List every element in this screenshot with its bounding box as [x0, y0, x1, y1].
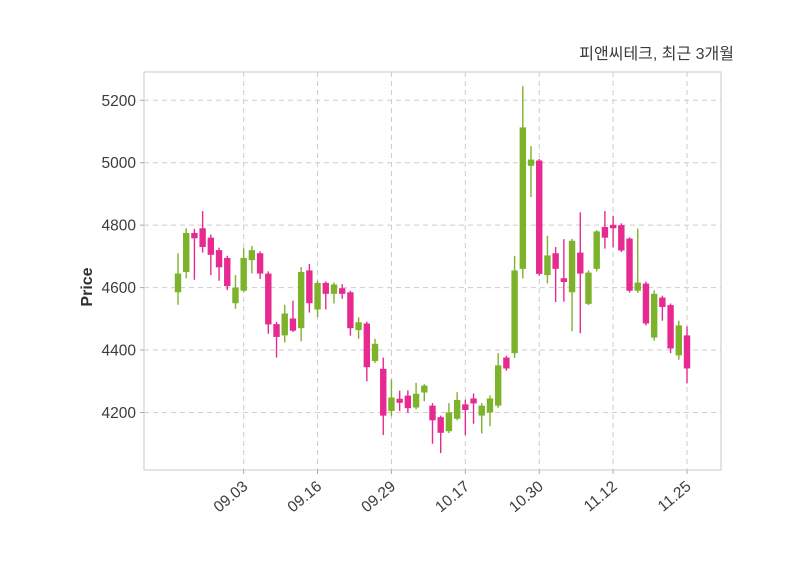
candle-body-up — [330, 284, 338, 294]
x-tick-label: 10.17 — [432, 478, 473, 516]
candle-body-down — [626, 238, 633, 291]
candle-body-down — [609, 224, 617, 229]
candle-body-up — [568, 240, 576, 293]
candle-body-down — [618, 225, 625, 251]
y-tick-label: 4200 — [102, 405, 137, 422]
candle-body-up — [445, 412, 453, 432]
candle-body-down — [338, 288, 346, 294]
candle-body-up — [593, 231, 600, 269]
x-tick-label: 11.12 — [581, 478, 621, 515]
candle-body-down — [207, 237, 215, 255]
candle-body-up — [297, 271, 305, 329]
candle-body-up — [453, 400, 461, 419]
candle-body-down — [215, 250, 223, 268]
y-tick-label: 4600 — [102, 280, 137, 297]
candle-body-up — [371, 343, 379, 361]
candle-body-down — [289, 318, 297, 331]
y-tick-label: 5000 — [102, 155, 137, 172]
candle-body-up — [174, 273, 182, 293]
candle-body-up — [183, 232, 190, 272]
candle-body-up — [511, 270, 518, 354]
candle-body-down — [536, 160, 543, 274]
candle-body-down — [347, 292, 354, 329]
x-tick-label: 10.30 — [506, 478, 547, 516]
candle-body-up — [486, 398, 494, 413]
x-tick-label: 11.25 — [655, 478, 695, 515]
candle-body-down — [462, 404, 469, 411]
candle-body-down — [577, 252, 584, 274]
candle-body-up — [232, 287, 239, 304]
candle-body-down — [470, 398, 477, 404]
y-tick-label: 4400 — [102, 343, 137, 360]
candle-body-down — [256, 253, 264, 274]
y-tick-label: 5200 — [102, 93, 137, 110]
candle-body-down — [437, 417, 444, 433]
x-tick-label: 09.29 — [358, 478, 399, 516]
candle-body-up — [314, 282, 321, 310]
y-tick-label: 4800 — [102, 218, 137, 235]
candle-body-down — [363, 323, 371, 368]
x-tick-label: 09.03 — [211, 478, 252, 516]
candle-body-up — [494, 365, 502, 406]
candle-body-down — [667, 305, 674, 349]
candle-body-up — [634, 282, 641, 291]
candle-body-up — [519, 127, 527, 269]
candle-body-up — [240, 257, 247, 291]
candle-body-up — [527, 159, 535, 166]
candle-body-down — [322, 282, 329, 294]
candle-body-down — [552, 253, 559, 269]
chart-title: 피앤씨테크, 최근 3개월 — [579, 46, 734, 63]
candle-body-down — [396, 398, 403, 403]
candle-body-down — [659, 297, 666, 307]
candle-body-up — [355, 322, 362, 331]
candle-body-up — [388, 397, 395, 411]
candle-body-up — [281, 313, 288, 336]
candle-body-up — [544, 255, 551, 276]
candle-body-down — [642, 283, 650, 324]
candle-body-down — [273, 324, 280, 337]
candle-body-down — [683, 335, 691, 369]
candle-body-up — [585, 272, 592, 304]
candle-body-up — [421, 385, 428, 393]
y-axis-label: Price — [79, 267, 96, 307]
candle-body-down — [380, 368, 387, 416]
candle-body-down — [224, 257, 231, 287]
candle-body-down — [560, 278, 568, 282]
candle-body-down — [503, 357, 510, 369]
candle-body-up — [675, 325, 682, 356]
candle-body-up — [248, 250, 256, 261]
candle-body-down — [306, 270, 313, 304]
candle-body-up — [478, 405, 485, 416]
candle-body-down — [429, 405, 436, 421]
candle-body-down — [199, 228, 206, 248]
x-tick-label: 09.16 — [284, 478, 325, 516]
candle-body-down — [191, 232, 198, 239]
candle-body-up — [412, 393, 420, 408]
candle-body-down — [265, 273, 272, 325]
candle-body-up — [650, 293, 658, 338]
candle-body-down — [404, 395, 412, 409]
candle-body-down — [601, 227, 609, 238]
